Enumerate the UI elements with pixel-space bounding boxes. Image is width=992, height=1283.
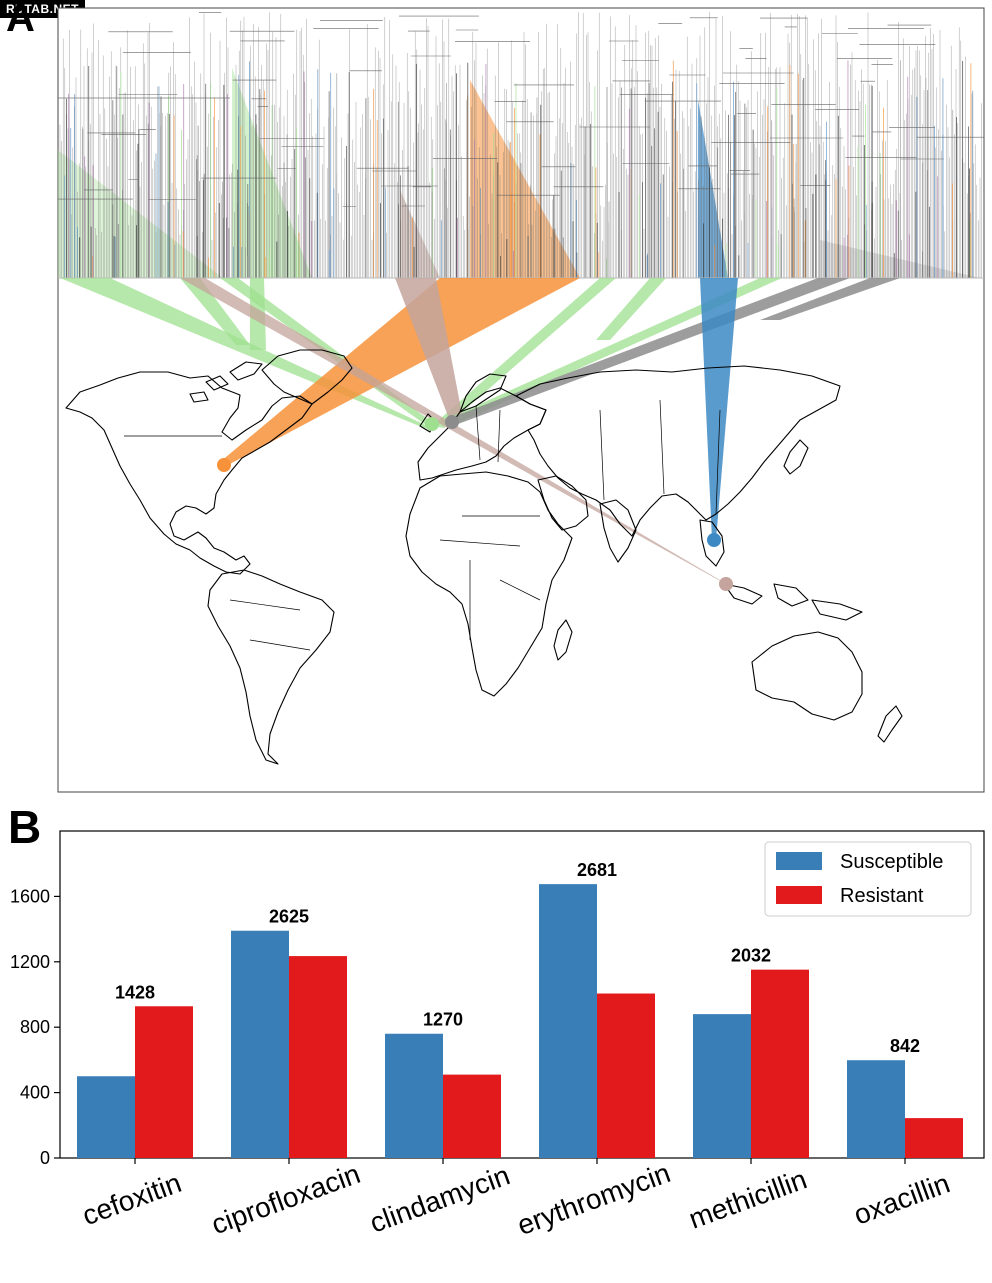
x-tick-label-erythromycin: erythromycin	[513, 1157, 674, 1241]
total-label-oxacillin: 842	[890, 1036, 920, 1056]
connector-gray	[450, 278, 850, 424]
y-tick-label: 0	[40, 1148, 50, 1168]
total-label-cefoxitin: 1428	[115, 982, 155, 1002]
connector-gray	[760, 278, 900, 320]
bar-susceptible-oxacillin	[847, 1060, 905, 1158]
bars: 1428 2625 1270 2681 2032 842	[77, 860, 963, 1158]
connector-green	[180, 278, 250, 345]
scandinavia-outline	[459, 373, 507, 413]
new-zealand-outline	[877, 705, 903, 743]
asia-outline	[515, 365, 841, 537]
y-axis: 0 400 800 1200 1600	[10, 886, 60, 1168]
location-marker-blue	[707, 533, 721, 547]
connector-green	[596, 278, 666, 340]
location-markers	[217, 415, 733, 591]
connector-orange	[220, 278, 580, 466]
panel-b-label: B	[8, 801, 42, 853]
canada-islands-outline	[189, 361, 263, 403]
tree-brackets	[58, 12, 985, 207]
y-tick-label: 400	[20, 1083, 50, 1103]
location-marker-orange	[217, 458, 231, 472]
y-tick-label: 1600	[10, 886, 50, 906]
connector-green	[440, 278, 782, 426]
country-borders	[124, 399, 721, 651]
x-tick-label-cefoxitin: cefoxitin	[78, 1167, 185, 1231]
legend-label-susceptible: Susceptible	[840, 851, 943, 873]
connector-rose	[395, 278, 462, 416]
x-tick-label-methicillin: methicillin	[685, 1163, 811, 1234]
madagascar-outline	[553, 619, 573, 661]
bar-resistant-methicillin	[751, 969, 809, 1158]
total-label-erythromycin: 2681	[577, 860, 617, 880]
total-label-clindamycin: 1270	[423, 1010, 463, 1030]
bar-resistant-ciprofloxacin	[289, 956, 347, 1158]
total-label-ciprofloxacin: 2625	[269, 907, 309, 927]
bar-susceptible-cefoxitin	[77, 1076, 135, 1158]
phylogenetic-tree	[58, 12, 985, 279]
africa-outline	[405, 471, 573, 697]
x-tick-label-ciprofloxacin: ciprofloxacin	[207, 1158, 364, 1240]
japan-outline	[783, 439, 809, 475]
connector-rose	[180, 278, 730, 586]
x-tick-label-oxacillin: oxacillin	[850, 1167, 954, 1230]
plot-area-frame	[59, 830, 985, 1159]
india-outline	[599, 499, 637, 563]
south-america-outline	[207, 569, 335, 765]
bar-resistant-erythromycin	[597, 993, 655, 1158]
legend-swatch-resistant	[776, 886, 822, 904]
greenland-outline	[261, 349, 353, 405]
legend-box	[764, 841, 972, 917]
phylogeny-map-figure	[57, 7, 985, 793]
australia-outline	[751, 631, 863, 721]
legend[interactable]: Susceptible Resistant	[764, 841, 972, 917]
world-map	[65, 349, 903, 765]
legend-swatch-susceptible	[776, 852, 822, 870]
southeast-asia-outline	[699, 519, 725, 567]
bar-resistant-oxacillin	[905, 1118, 963, 1158]
bar-susceptible-erythromycin	[539, 884, 597, 1158]
bar-susceptible-clindamycin	[385, 1033, 443, 1158]
bar-susceptible-methicillin	[693, 1014, 751, 1158]
bar-resistant-clindamycin	[443, 1074, 501, 1158]
clade-connectors	[60, 278, 900, 586]
location-marker-gray	[445, 415, 459, 429]
total-label-methicillin: 2032	[731, 946, 771, 966]
x-tick-label-clindamycin: clindamycin	[366, 1159, 514, 1238]
y-tick-label: 800	[20, 1017, 50, 1037]
connector-green	[432, 278, 616, 428]
x-axis: cefoxitin ciprofloxacin clindamycin erythro…	[78, 1157, 954, 1241]
legend-label-resistant: Resistant	[840, 885, 924, 907]
north-america-outline	[65, 371, 313, 575]
connector-blue	[700, 278, 738, 540]
location-marker-green	[425, 417, 439, 431]
bar-resistant-cefoxitin	[135, 1006, 193, 1158]
panel-a-label: A	[6, 0, 35, 40]
y-tick-label: 1200	[10, 952, 50, 972]
location-marker-rose	[719, 577, 733, 591]
bar-susceptible-ciprofloxacin	[231, 930, 289, 1158]
indonesia-outline	[723, 583, 863, 621]
